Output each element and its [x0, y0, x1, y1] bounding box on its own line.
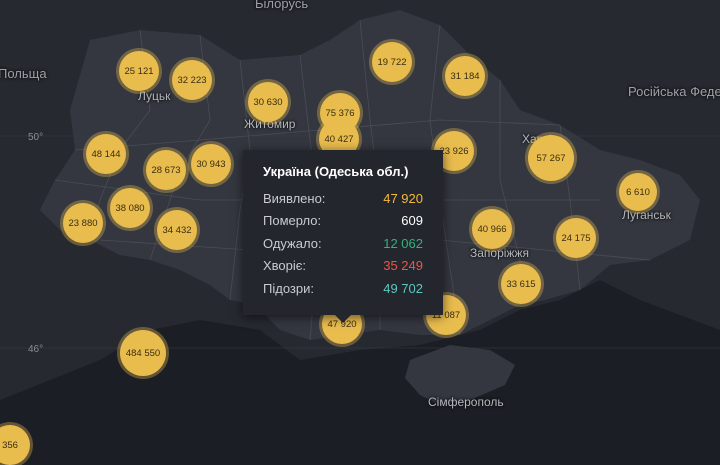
- marker-ternopil[interactable]: 28 673: [146, 150, 186, 190]
- city-label-luhansk: Луганськ: [622, 208, 671, 222]
- tooltip-label: Виявлено:: [263, 190, 326, 206]
- tooltip-label: Одужало:: [263, 235, 322, 251]
- marker-luhansk[interactable]: 6 610: [619, 173, 657, 211]
- marker-dnipropetrovsk[interactable]: 40 966: [472, 209, 512, 249]
- city-label-lutsk: Луцьк: [138, 89, 171, 103]
- tooltip-title: Україна (Одеська обл.): [263, 164, 409, 179]
- marker-rivne[interactable]: 32 223: [172, 60, 212, 100]
- region-tooltip: Україна (Одеська обл.) Виявлено: 47 920 …: [243, 150, 443, 323]
- tooltip-label: Підозри:: [263, 280, 314, 296]
- city-label-zaporizhzhia: Запоріжжя: [470, 246, 529, 260]
- marker-lviv[interactable]: 48 144: [86, 134, 126, 174]
- country-label-poland: Польща: [0, 66, 47, 81]
- tooltip-row-suspected: Підозри: 49 702: [263, 277, 423, 300]
- marker-ivano-frankivsk[interactable]: 38 080: [110, 188, 150, 228]
- marker-donetsk[interactable]: 24 175: [556, 218, 596, 258]
- marker-zaporizhzhia[interactable]: 33 615: [501, 264, 541, 304]
- marker-zakarpattia[interactable]: 23 880: [63, 203, 103, 243]
- country-label-russia: Російська Федерація: [628, 84, 720, 99]
- tooltip-value: 49 702: [383, 280, 423, 296]
- city-label-zhytomyr: Житомир: [244, 117, 296, 131]
- tooltip-value: 12 062: [383, 235, 423, 251]
- tooltip-label: Хворіє:: [263, 258, 307, 274]
- latitude-label-46: 46°: [28, 344, 44, 355]
- latitude-label-50: 50°: [28, 132, 44, 143]
- tooltip-value: 47 920: [383, 190, 423, 206]
- marker-kharkiv[interactable]: 57 267: [528, 135, 574, 181]
- tooltip-value: 609: [401, 213, 423, 229]
- marker-chernivtsi[interactable]: 34 432: [157, 210, 197, 250]
- marker-moldova[interactable]: 484 550: [120, 330, 166, 376]
- city-label-simferopol: Сімферополь: [428, 395, 504, 409]
- tooltip-row-sick: Хворіє: 35 249: [263, 255, 423, 278]
- tooltip-value: 35 249: [383, 258, 423, 274]
- marker-khmelnytskyi[interactable]: 30 943: [191, 144, 231, 184]
- marker-kherson[interactable]: 11 087: [426, 295, 466, 335]
- tooltip-row-recovered: Одужало: 12 062: [263, 232, 423, 255]
- tooltip-row-detected: Виявлено: 47 920: [263, 187, 423, 210]
- marker-volyn[interactable]: 25 121: [119, 51, 159, 91]
- country-label-belarus: Білорусь: [255, 0, 309, 11]
- tooltip-row-died: Померло: 609: [263, 210, 423, 233]
- marker-zhytomyr[interactable]: 30 630: [248, 82, 288, 122]
- marker-sumy[interactable]: 31 184: [445, 56, 485, 96]
- marker-chernihiv[interactable]: 19 722: [372, 42, 412, 82]
- crimea-peninsula: [405, 345, 515, 405]
- tooltip-label: Померло:: [263, 213, 322, 229]
